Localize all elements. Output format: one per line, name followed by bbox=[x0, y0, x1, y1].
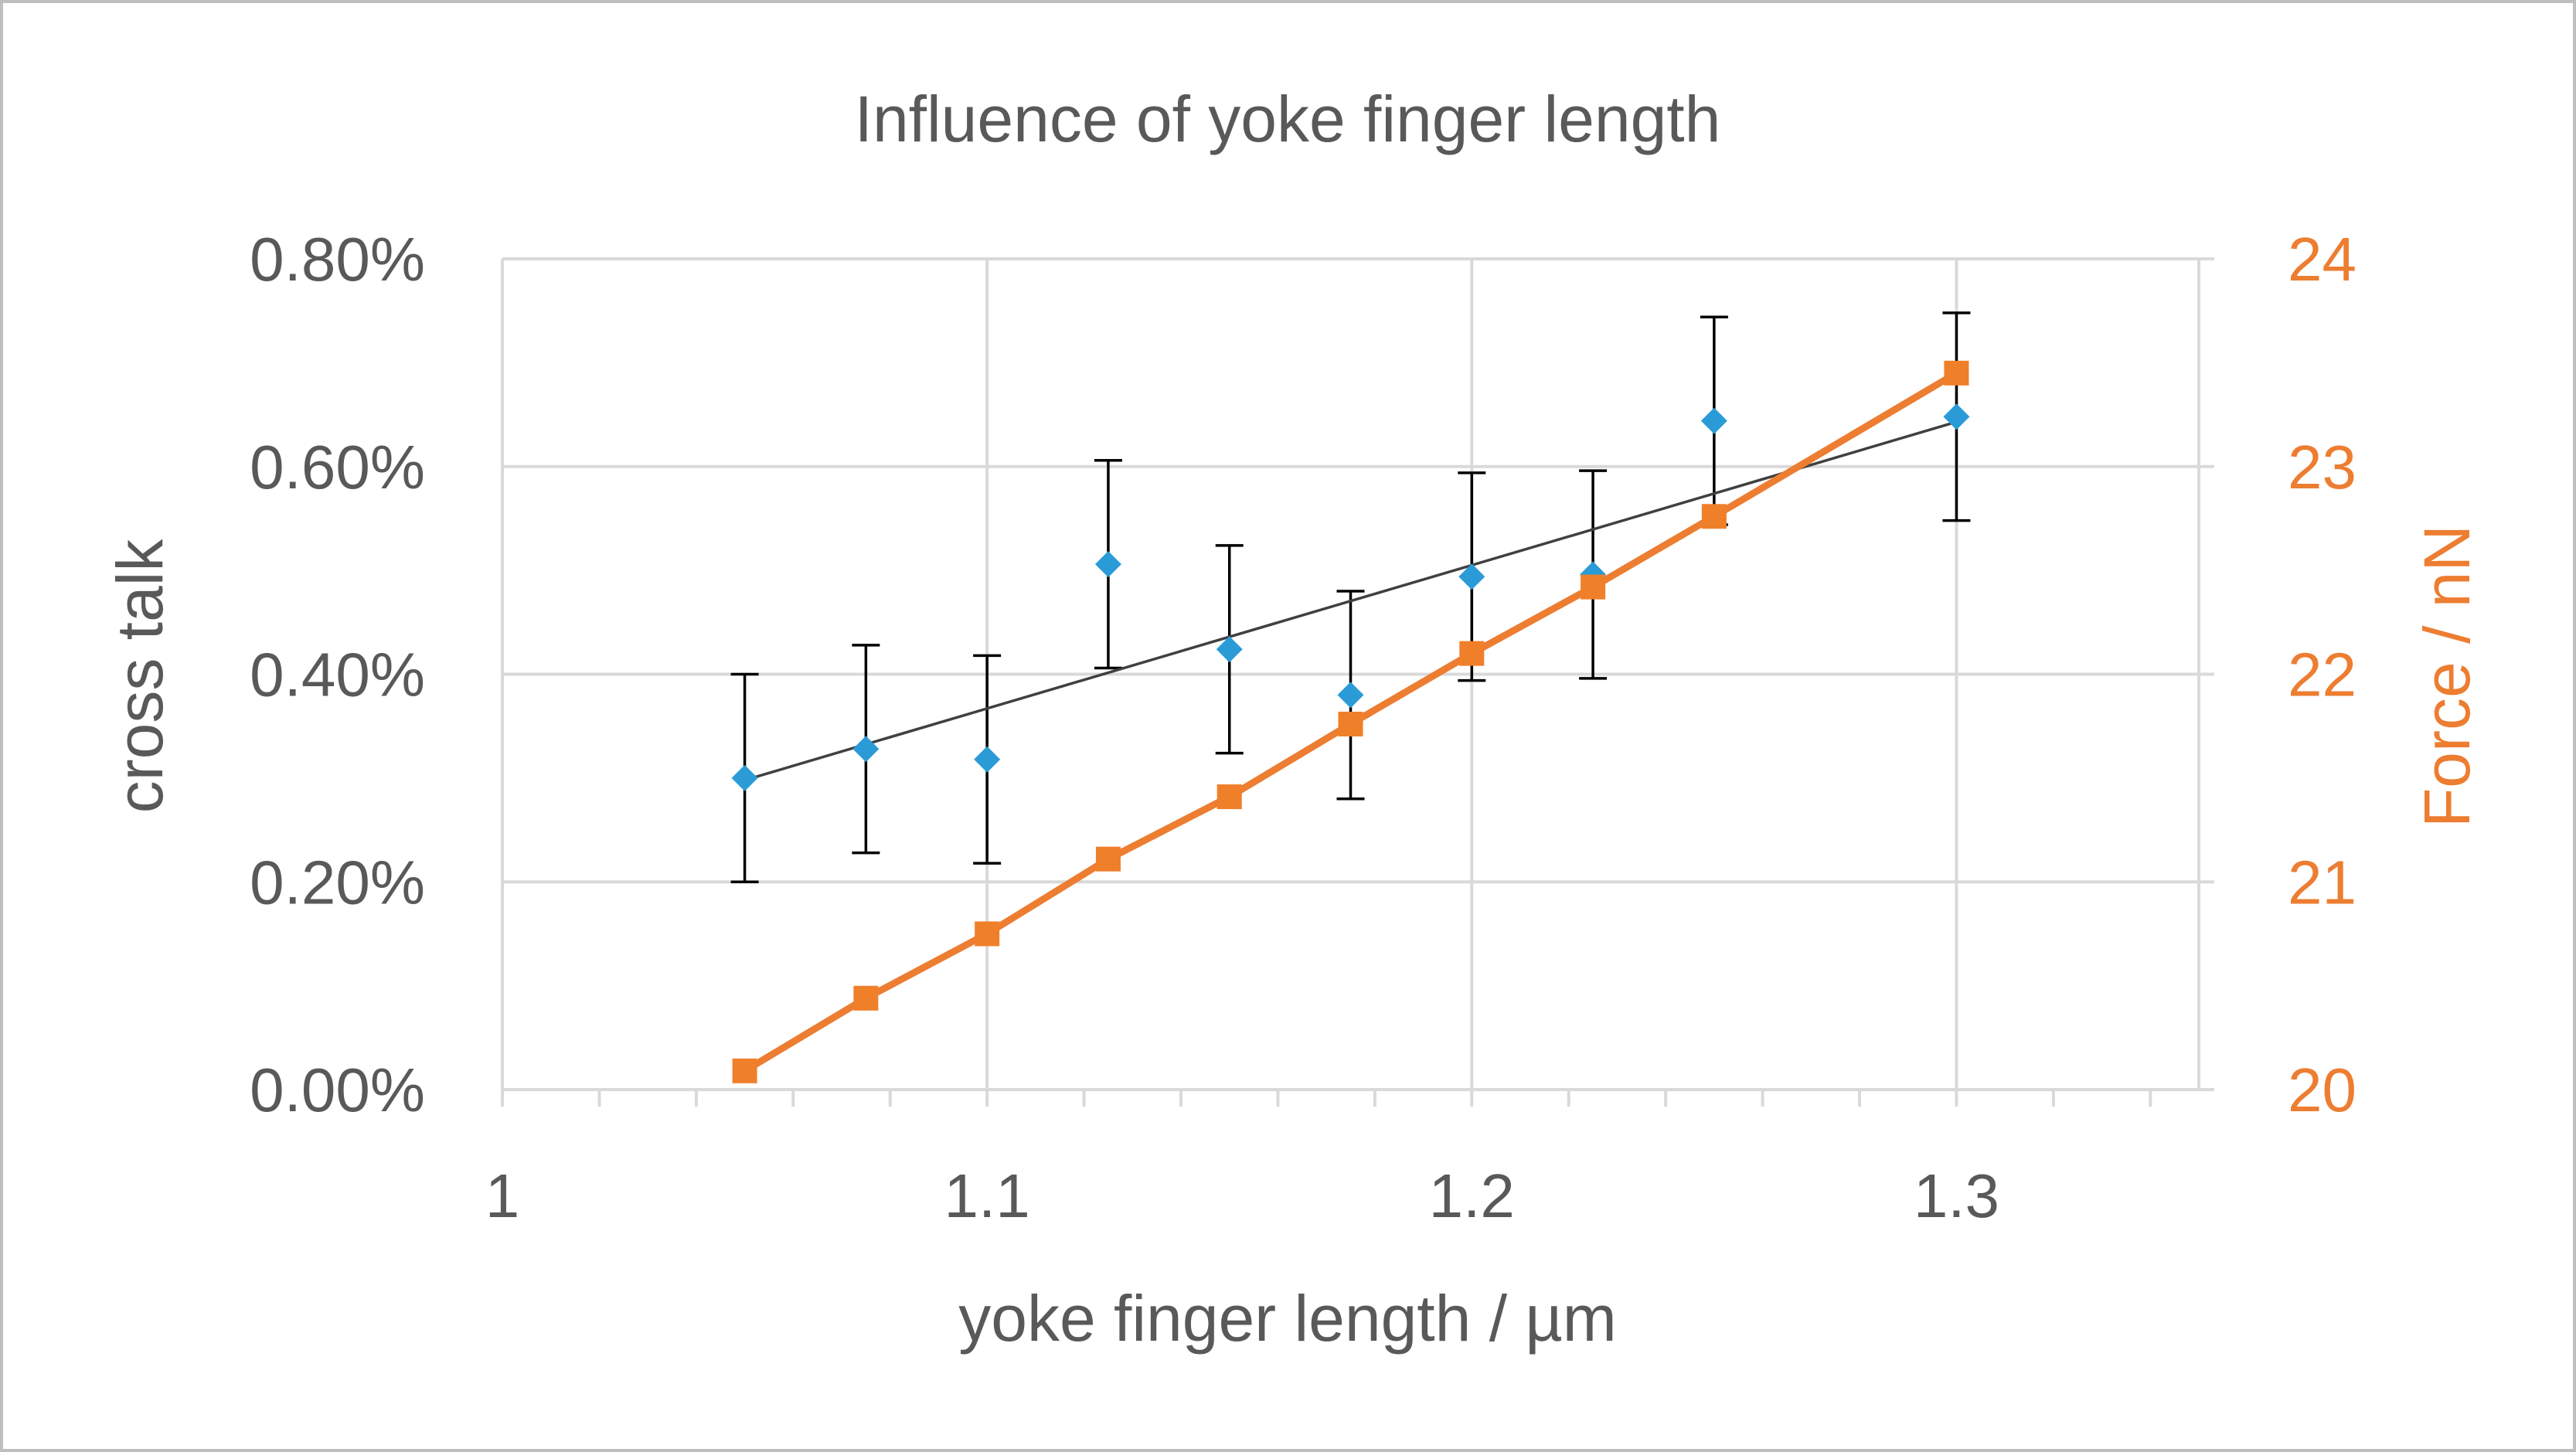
force-point bbox=[1095, 846, 1121, 872]
y-axis-label: cross talk bbox=[104, 539, 176, 814]
y2-tick-label: 23 bbox=[2288, 433, 2357, 502]
cross-talk-point bbox=[1943, 403, 1970, 430]
y2-tick-label: 22 bbox=[2288, 641, 2357, 709]
force-line bbox=[743, 369, 1958, 1074]
x-tick-label: 1.3 bbox=[1914, 1161, 1999, 1230]
x-tick-label: 1.2 bbox=[1429, 1161, 1515, 1230]
cross-talk-point bbox=[1094, 551, 1121, 578]
force-point bbox=[1459, 641, 1485, 666]
x-tick-label: 1.1 bbox=[944, 1161, 1030, 1230]
cross-talk-point bbox=[1700, 407, 1727, 434]
force-point bbox=[1338, 712, 1363, 736]
left-axis-ticks: 0.00% 0.20% 0.40% 0.60% 0.80% bbox=[250, 225, 425, 1124]
y2-tick-label: 24 bbox=[2288, 225, 2357, 294]
force-point bbox=[1581, 574, 1606, 600]
chart-title: Influence of yoke finger length bbox=[855, 83, 1721, 155]
cross-talk-point bbox=[731, 764, 758, 791]
y-tick-label: 0.20% bbox=[250, 848, 425, 916]
y-tick-label: 0.80% bbox=[250, 225, 425, 294]
force-point bbox=[1701, 504, 1727, 529]
right-axis-ticks: 20 21 22 23 24 bbox=[2199, 225, 2357, 1124]
x-axis-label: yoke finger length / µm bbox=[958, 1282, 1616, 1355]
series bbox=[730, 311, 1971, 1083]
cross-talk-trendline bbox=[744, 420, 1957, 782]
x-axis-ticks: 1 1.1 1.2 1.3 bbox=[485, 1090, 2152, 1230]
x-tick-label: 1 bbox=[485, 1161, 520, 1230]
y-tick-label: 0.40% bbox=[250, 641, 425, 709]
cross-talk-point bbox=[1458, 563, 1485, 590]
cross-talk-point bbox=[1337, 682, 1364, 709]
cross-talk-point bbox=[974, 746, 1001, 773]
y2-tick-label: 20 bbox=[2288, 1056, 2357, 1124]
y2-tick-label: 21 bbox=[2288, 848, 2357, 916]
force-point bbox=[1217, 784, 1242, 810]
force-point bbox=[853, 985, 879, 1011]
cross-talk-point bbox=[1216, 636, 1243, 663]
force-point bbox=[732, 1058, 757, 1083]
force-point bbox=[1944, 360, 1969, 386]
y2-axis-label: Force / nN bbox=[2411, 525, 2483, 828]
y-tick-label: 0.60% bbox=[250, 433, 425, 502]
force-point bbox=[975, 921, 1000, 947]
cross-talk-point bbox=[852, 736, 880, 763]
y-tick-label: 0.00% bbox=[250, 1056, 425, 1124]
